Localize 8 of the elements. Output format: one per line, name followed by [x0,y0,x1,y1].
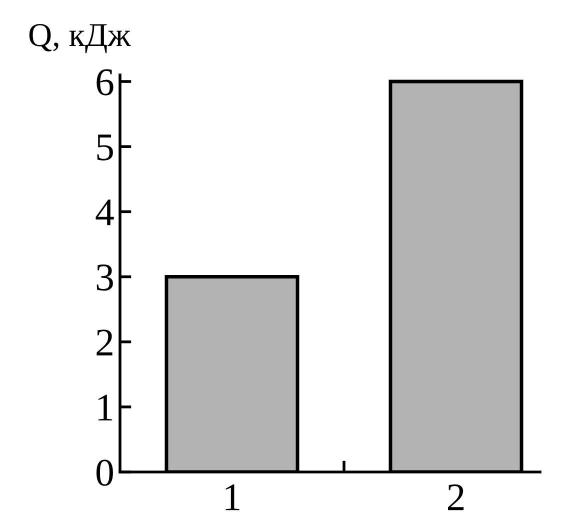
y-tick-label: 1 [98,394,112,420]
y-tick-label: 4 [96,200,114,226]
y-tick-label: 5 [97,134,113,160]
y-axis-title: Q, кДж [29,24,131,54]
y-tick-label: 0 [96,460,113,486]
y-tick-label: 3 [96,264,113,291]
y-tick-label: 6 [96,69,114,96]
y-tick-label: 2 [96,330,112,356]
